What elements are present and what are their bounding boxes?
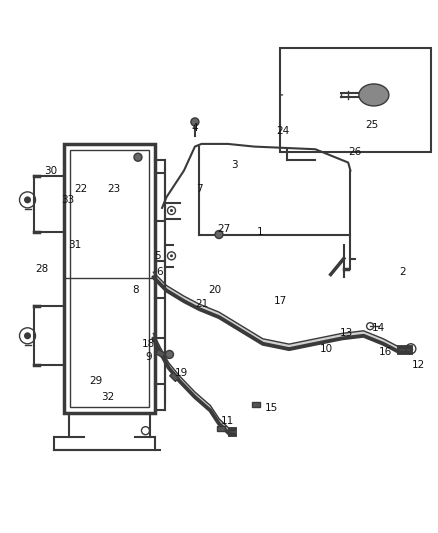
Text: 2: 2 — [399, 267, 406, 277]
Bar — [155, 349, 165, 358]
Text: 22: 22 — [74, 184, 88, 194]
Text: 20: 20 — [208, 286, 221, 295]
Text: 16: 16 — [379, 347, 392, 357]
Circle shape — [24, 196, 31, 204]
Circle shape — [191, 118, 199, 126]
Text: 33: 33 — [61, 195, 74, 205]
Circle shape — [24, 332, 31, 340]
Text: 13: 13 — [339, 328, 353, 338]
Circle shape — [134, 153, 142, 161]
Text: 19: 19 — [175, 368, 188, 378]
Text: 7: 7 — [196, 184, 203, 194]
Text: 8: 8 — [132, 286, 139, 295]
Text: 3: 3 — [231, 160, 238, 170]
Bar — [170, 372, 179, 382]
Circle shape — [215, 230, 223, 239]
Bar — [217, 425, 225, 431]
Text: 11: 11 — [221, 416, 234, 426]
Text: 31: 31 — [68, 240, 81, 250]
Circle shape — [166, 350, 173, 359]
Text: 9: 9 — [145, 352, 152, 362]
Text: 15: 15 — [265, 403, 278, 413]
Text: 25: 25 — [366, 120, 379, 130]
Text: 17: 17 — [274, 296, 287, 306]
Bar — [70, 150, 149, 407]
Text: 18: 18 — [142, 339, 155, 349]
Bar — [64, 144, 155, 413]
Bar — [252, 402, 260, 407]
Text: 1: 1 — [257, 227, 264, 237]
Text: 12: 12 — [412, 360, 425, 370]
Text: 24: 24 — [276, 126, 289, 135]
Text: 27: 27 — [217, 224, 230, 234]
Text: 29: 29 — [90, 376, 103, 386]
Text: 14: 14 — [372, 323, 385, 333]
Ellipse shape — [359, 84, 389, 106]
Text: 32: 32 — [101, 392, 114, 402]
Circle shape — [170, 254, 173, 257]
Text: 21: 21 — [195, 299, 208, 309]
Text: 28: 28 — [35, 264, 48, 274]
Text: 5: 5 — [154, 251, 161, 261]
Text: 30: 30 — [44, 166, 57, 175]
Text: 23: 23 — [107, 184, 120, 194]
Bar — [280, 48, 431, 152]
Text: 26: 26 — [348, 147, 361, 157]
Text: 4: 4 — [191, 123, 198, 133]
Text: 6: 6 — [156, 267, 163, 277]
Circle shape — [170, 209, 173, 212]
Text: 10: 10 — [320, 344, 333, 354]
